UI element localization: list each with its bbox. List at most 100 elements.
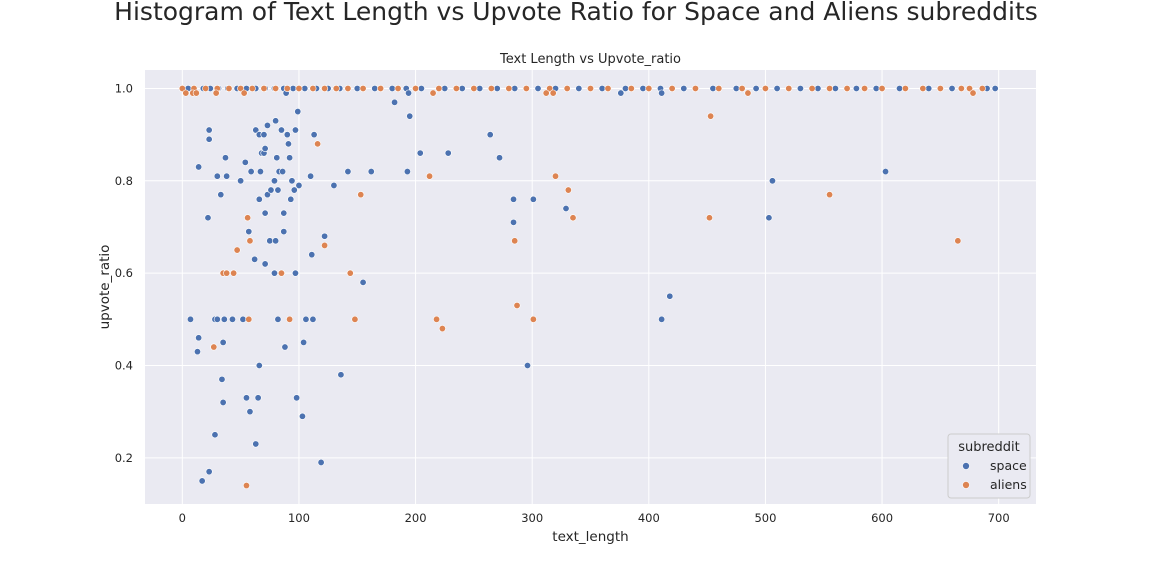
point-aliens (564, 186, 572, 194)
point-space (773, 84, 781, 92)
point-space (680, 84, 688, 92)
point-space (279, 168, 287, 176)
point-aliens (861, 84, 869, 92)
point-space (260, 131, 268, 139)
point-space (796, 84, 804, 92)
point-aliens (936, 84, 944, 92)
point-aliens (182, 89, 190, 97)
point-space (261, 260, 269, 268)
point-aliens (237, 84, 245, 92)
point-aliens (470, 84, 478, 92)
point-space (496, 154, 504, 162)
point-space (405, 89, 413, 97)
point-space (302, 315, 310, 323)
point-space (205, 126, 213, 134)
point-space (444, 149, 452, 157)
point-space (223, 172, 231, 180)
x-tick-label: 300 (521, 511, 543, 525)
point-space (367, 168, 375, 176)
point-aliens (210, 343, 218, 351)
point-space (486, 131, 494, 139)
point-aliens (707, 112, 715, 120)
point-space (270, 269, 278, 277)
point-aliens (438, 325, 446, 333)
point-aliens (978, 84, 986, 92)
point-aliens (552, 172, 560, 180)
point-space (218, 375, 226, 383)
point-space (252, 126, 260, 134)
x-tick-label: 400 (638, 511, 660, 525)
point-space (213, 172, 221, 180)
point-space (510, 195, 518, 203)
y-tick-label: 0.2 (115, 451, 133, 465)
point-aliens (359, 84, 367, 92)
point-aliens (785, 84, 793, 92)
point-aliens (826, 191, 834, 199)
point-aliens (246, 237, 254, 245)
figure-suptitle: Histogram of Text Length vs Upvote Ratio… (114, 0, 1038, 26)
point-space (266, 237, 274, 245)
x-tick-label: 500 (754, 511, 776, 525)
point-aliens (435, 84, 443, 92)
point-space (239, 315, 247, 323)
point-aliens (966, 84, 974, 92)
point-space (237, 177, 245, 185)
point-space (658, 315, 666, 323)
point-aliens (202, 84, 210, 92)
point-aliens (505, 84, 513, 92)
point-space (598, 84, 606, 92)
point-aliens (223, 269, 231, 277)
point-space (251, 255, 259, 263)
point-aliens (542, 89, 550, 97)
point-aliens (332, 84, 340, 92)
point-space (510, 218, 518, 226)
point-space (441, 84, 449, 92)
point-space (765, 214, 773, 222)
point-space (617, 89, 625, 97)
legend-title: subreddit (958, 440, 1020, 455)
point-aliens (321, 241, 329, 249)
point-space (211, 431, 219, 439)
point-space (228, 315, 236, 323)
point-aliens (549, 89, 557, 97)
y-tick-label: 0.8 (115, 174, 133, 188)
point-aliens (433, 315, 441, 323)
plot-area (145, 70, 1036, 504)
y-tick-label: 1.0 (115, 81, 133, 95)
x-tick-label: 0 (179, 511, 186, 525)
point-space (391, 98, 399, 106)
point-space (217, 191, 225, 199)
x-tick-label: 600 (871, 511, 893, 525)
point-space (309, 315, 317, 323)
point-space (213, 315, 221, 323)
point-aliens (192, 89, 200, 97)
point-space (562, 205, 570, 213)
point-space (458, 84, 466, 92)
point-aliens (808, 84, 816, 92)
y-axis-ticks: 0.2 0.4 0.6 0.8 1.0 (115, 81, 133, 464)
point-aliens (668, 84, 676, 92)
point-space (274, 315, 282, 323)
legend-label-space: space (990, 458, 1027, 473)
point-aliens (244, 214, 252, 222)
point-aliens (344, 84, 352, 92)
point-aliens (230, 269, 238, 277)
point-space (403, 168, 411, 176)
point-space (220, 315, 228, 323)
point-space (246, 408, 254, 416)
point-space (732, 84, 740, 92)
point-space (291, 269, 299, 277)
legend-label-aliens: aliens (990, 477, 1027, 492)
point-aliens (511, 237, 519, 245)
point-aliens (878, 84, 886, 92)
y-tick-label: 0.6 (115, 266, 133, 280)
point-space (288, 177, 296, 185)
point-space (814, 84, 822, 92)
point-space (925, 84, 933, 92)
point-space (658, 89, 666, 97)
point-space (277, 126, 285, 134)
legend: subreddit space aliens (947, 433, 1031, 499)
point-space (280, 228, 288, 236)
point-space (261, 144, 269, 152)
